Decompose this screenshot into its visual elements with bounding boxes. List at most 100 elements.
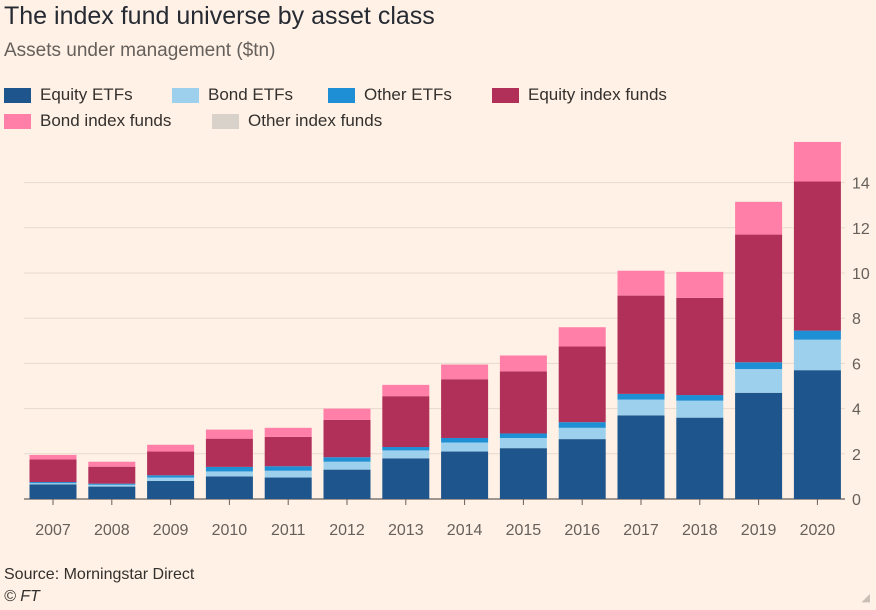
x-tick-label: 2020 [800, 522, 836, 539]
bar-segment-other-etfs-2015 [499, 433, 547, 438]
legend-swatch-equity-etfs [4, 87, 31, 103]
bar-segment-bond-etfs-2009 [147, 477, 195, 481]
bar-segment-equity-etfs-2015 [499, 448, 547, 499]
copyright-credit: © FT [4, 588, 40, 605]
legend-label: Bond index funds [40, 111, 172, 130]
legend-swatch-other-etfs [328, 87, 355, 103]
legend-row-2: Bond index funds Other index funds [4, 108, 784, 134]
bar-segment-equity-index-funds-2018 [676, 297, 724, 396]
bar-segment-equity-index-funds-2010 [205, 438, 253, 467]
bar-segment-bond-index-funds-2009 [147, 444, 195, 452]
legend-label: Equity ETFs [40, 85, 133, 104]
y-tick-label: 10 [852, 266, 870, 283]
legend-item-bond-etfs: Bond ETFs [172, 85, 328, 105]
legend-label: Other index funds [248, 111, 383, 130]
bar-segment-bond-etfs-2014 [441, 442, 489, 452]
legend-item-equity-index-funds: Equity index funds [492, 85, 667, 105]
bar-segment-equity-etfs-2014 [441, 451, 489, 499]
legend-swatch-bond-etfs [172, 87, 199, 103]
bar-segment-equity-etfs-2019 [735, 392, 783, 499]
x-tick-label: 2008 [94, 522, 130, 539]
bar-segment-other-etfs-2008 [88, 483, 136, 485]
bar-segment-equity-index-funds-2009 [147, 451, 195, 476]
bar-segment-other-etfs-2014 [441, 437, 489, 443]
bar-segment-equity-etfs-2012 [323, 469, 371, 499]
y-tick-label: 8 [852, 311, 861, 328]
bar-segment-other-etfs-2009 [147, 475, 195, 478]
bar-segment-other-etfs-2011 [264, 466, 312, 471]
bar-segment-other-etfs-2016 [558, 422, 606, 428]
x-tick-label: 2007 [35, 522, 71, 539]
bar-segment-equity-etfs-2007 [29, 484, 77, 499]
bar-segment-bond-etfs-2015 [499, 437, 547, 449]
bar-segment-bond-index-funds-2010 [205, 429, 253, 439]
x-tick-label: 2011 [271, 522, 306, 539]
bar-segment-other-etfs-2020 [793, 330, 841, 340]
x-tick-label: 2012 [329, 522, 365, 539]
x-tick-label: 2018 [682, 522, 718, 539]
bar-segment-bond-etfs-2012 [323, 461, 371, 470]
source-note: Source: Morningstar Direct [4, 566, 195, 583]
bar-segment-equity-index-funds-2011 [264, 436, 312, 467]
legend-label: Bond ETFs [208, 85, 294, 104]
bar-segment-bond-index-funds-2008 [88, 461, 136, 467]
bar-segment-bond-etfs-2013 [382, 450, 430, 459]
bar-segment-other-etfs-2010 [205, 466, 253, 472]
bar-segment-equity-index-funds-2015 [499, 371, 547, 434]
x-tick-label: 2010 [212, 522, 248, 539]
y-tick-label: 2 [852, 447, 861, 464]
bar-segment-bond-etfs-2011 [264, 470, 312, 478]
bar-segment-equity-index-funds-2008 [88, 466, 136, 484]
bar-segment-other-etfs-2017 [617, 393, 665, 400]
x-tick-label: 2009 [153, 522, 189, 539]
bar-segment-equity-etfs-2020 [793, 370, 841, 499]
bar-segment-bond-etfs-2020 [793, 339, 841, 371]
x-tick-label: 2013 [388, 522, 424, 539]
legend-label: Equity index funds [528, 85, 667, 104]
legend-item-other-etfs: Other ETFs [328, 85, 492, 105]
bar-segment-bond-etfs-2019 [735, 369, 783, 393]
bar-segment-bond-etfs-2016 [558, 427, 606, 440]
bar-segment-bond-etfs-2018 [676, 400, 724, 418]
bar-segment-equity-etfs-2011 [264, 477, 312, 499]
legend-swatch-bond-index-funds [4, 113, 31, 129]
bar-segment-equity-index-funds-2014 [441, 379, 489, 438]
bar-segment-bond-index-funds-2014 [441, 364, 489, 380]
y-tick-label: 12 [852, 221, 870, 238]
bar-segment-bond-index-funds-2017 [617, 270, 665, 296]
bar-segment-other-etfs-2018 [676, 395, 724, 401]
bar-segment-equity-etfs-2018 [676, 417, 724, 499]
bar-segment-bond-index-funds-2016 [558, 327, 606, 347]
legend: Equity ETFs Bond ETFs Other ETFs Equity … [4, 82, 784, 134]
y-tick-label: 0 [852, 492, 861, 509]
bar-segment-equity-index-funds-2019 [735, 234, 783, 363]
resize-handle-icon: ◢ [861, 592, 870, 604]
chart-subtitle: Assets under management ($tn) [4, 40, 276, 61]
bar-segment-bond-index-funds-2011 [264, 427, 312, 437]
x-tick-label: 2016 [564, 522, 600, 539]
bar-segment-equity-index-funds-2013 [382, 396, 430, 448]
legend-swatch-other-index-funds [212, 113, 239, 129]
x-tick-label: 2017 [623, 522, 659, 539]
bar-segment-bond-etfs-2007 [29, 483, 77, 485]
y-tick-label: 4 [852, 402, 861, 419]
bar-segment-other-etfs-2019 [735, 362, 783, 370]
bar-segment-bond-index-funds-2019 [735, 201, 783, 235]
bar-segment-bond-index-funds-2015 [499, 355, 547, 372]
x-tick-label: 2019 [741, 522, 777, 539]
bar-segment-bond-index-funds-2013 [382, 384, 430, 397]
bar-segment-equity-index-funds-2016 [558, 346, 606, 423]
legend-item-bond-index-funds: Bond index funds [4, 111, 212, 131]
bar-segment-equity-etfs-2009 [147, 480, 195, 499]
y-tick-label: 14 [852, 176, 870, 193]
bar-segment-equity-etfs-2010 [205, 476, 253, 499]
bar-segment-equity-index-funds-2012 [323, 419, 371, 458]
bar-segment-other-etfs-2013 [382, 447, 430, 451]
bar-segment-equity-etfs-2008 [88, 486, 136, 499]
chart-title: The index fund universe by asset class [4, 2, 435, 30]
legend-row-1: Equity ETFs Bond ETFs Other ETFs Equity … [4, 82, 784, 108]
x-tick-label: 2015 [506, 522, 542, 539]
bar-segment-equity-etfs-2016 [558, 439, 606, 499]
legend-swatch-equity-index-funds [492, 87, 519, 103]
